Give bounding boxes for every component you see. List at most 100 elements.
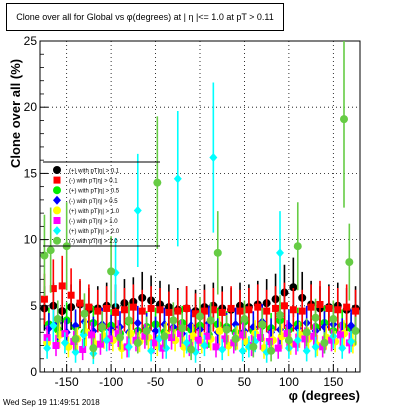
data-point bbox=[258, 320, 267, 329]
data-point bbox=[89, 344, 98, 353]
data-point bbox=[249, 342, 258, 351]
y-axis-label: Clone over all (%) bbox=[8, 58, 23, 168]
data-point bbox=[254, 303, 262, 311]
x-tick-label: 150 bbox=[323, 375, 343, 389]
data-point bbox=[347, 337, 356, 347]
data-point bbox=[239, 331, 247, 339]
data-point bbox=[212, 343, 220, 351]
data-point bbox=[336, 331, 344, 339]
chart-title: Clone over all for Global vs φ(degrees) … bbox=[6, 3, 284, 31]
legend-entry-label: (+) with pT|η| > 2.0 bbox=[69, 229, 120, 235]
legend-marker bbox=[53, 206, 61, 215]
legend-marker bbox=[53, 226, 61, 236]
legend-marker bbox=[53, 166, 61, 174]
legend-entry-label: (-) with pT|η| > 0.5 bbox=[69, 199, 118, 205]
y-tick-label: 10 bbox=[24, 233, 38, 247]
data-point bbox=[338, 343, 347, 353]
y-tick-label: 0 bbox=[30, 365, 37, 379]
data-point bbox=[142, 326, 151, 335]
legend-entry-label: (-) with pT|η| > 0.1 bbox=[69, 179, 118, 185]
data-point bbox=[245, 306, 253, 314]
data-point bbox=[325, 304, 333, 312]
data-point bbox=[43, 343, 52, 353]
data-point bbox=[133, 338, 142, 347]
data-point bbox=[298, 307, 306, 315]
data-point bbox=[206, 316, 215, 325]
data-point bbox=[185, 342, 193, 350]
x-tick-label: -150 bbox=[55, 375, 79, 389]
data-point bbox=[340, 115, 348, 124]
data-point bbox=[203, 332, 211, 340]
data-point bbox=[256, 334, 264, 342]
data-point bbox=[307, 303, 315, 311]
data-point bbox=[103, 304, 111, 312]
data-point bbox=[194, 336, 202, 344]
data-point bbox=[124, 316, 133, 325]
data-point bbox=[196, 312, 204, 321]
chart-title-text: Clone over all for Global vs φ(degrees) … bbox=[16, 12, 274, 22]
legend-entry-label: (-) with pT|η| > 2.0 bbox=[69, 239, 118, 245]
data-point bbox=[85, 303, 93, 311]
timestamp-footer: Wed Sep 19 11:49:51 2018 bbox=[3, 398, 100, 407]
data-point bbox=[230, 339, 238, 347]
data-point bbox=[283, 330, 291, 338]
data-point bbox=[76, 299, 84, 307]
x-tick-label: 50 bbox=[238, 375, 252, 389]
data-point bbox=[238, 346, 247, 356]
data-point bbox=[173, 174, 182, 184]
data-point bbox=[96, 340, 104, 348]
data-point bbox=[192, 310, 200, 318]
data-point bbox=[263, 307, 271, 315]
data-point bbox=[200, 341, 209, 351]
data-point bbox=[79, 330, 88, 340]
data-points bbox=[40, 41, 360, 365]
data-point bbox=[240, 315, 249, 324]
data-point bbox=[174, 307, 182, 315]
data-point bbox=[133, 205, 142, 215]
data-point bbox=[267, 346, 276, 355]
data-point bbox=[153, 178, 162, 187]
data-point bbox=[292, 340, 300, 348]
data-point bbox=[293, 335, 302, 345]
data-point bbox=[345, 258, 354, 267]
data-point bbox=[60, 338, 69, 348]
y-tick-label: 15 bbox=[24, 166, 38, 180]
data-point bbox=[178, 324, 187, 333]
data-point bbox=[310, 332, 318, 340]
data-point bbox=[67, 291, 75, 299]
legend-marker bbox=[53, 217, 61, 224]
data-point bbox=[351, 326, 360, 335]
axes: -150 -100 -50 0 50 100 150 0 5 10 15 20 25 bbox=[24, 34, 356, 389]
data-point bbox=[334, 306, 342, 314]
data-point bbox=[80, 309, 89, 318]
data-point bbox=[352, 307, 360, 315]
data-point bbox=[302, 328, 311, 337]
data-point bbox=[114, 330, 122, 338]
data-point bbox=[102, 335, 111, 345]
data-point bbox=[116, 333, 124, 342]
x-tick-label: -100 bbox=[99, 375, 123, 389]
data-point bbox=[165, 308, 173, 316]
data-point bbox=[249, 322, 258, 332]
data-point bbox=[231, 334, 240, 343]
data-point bbox=[320, 338, 329, 347]
data-point bbox=[187, 345, 196, 354]
data-point bbox=[289, 283, 298, 292]
data-point bbox=[302, 346, 311, 356]
data-point bbox=[328, 336, 336, 344]
data-point bbox=[53, 315, 62, 324]
data-point bbox=[40, 295, 48, 303]
data-point bbox=[218, 308, 226, 316]
data-point bbox=[133, 318, 142, 328]
data-point bbox=[58, 282, 66, 290]
data-point bbox=[215, 326, 224, 335]
data-point bbox=[138, 307, 146, 315]
data-point bbox=[88, 331, 96, 339]
data-point bbox=[301, 335, 309, 343]
data-point bbox=[168, 334, 176, 342]
data-point bbox=[94, 307, 102, 315]
data-point bbox=[147, 346, 156, 356]
data-point bbox=[176, 330, 184, 338]
data-point bbox=[79, 345, 87, 353]
data-point bbox=[289, 306, 297, 314]
